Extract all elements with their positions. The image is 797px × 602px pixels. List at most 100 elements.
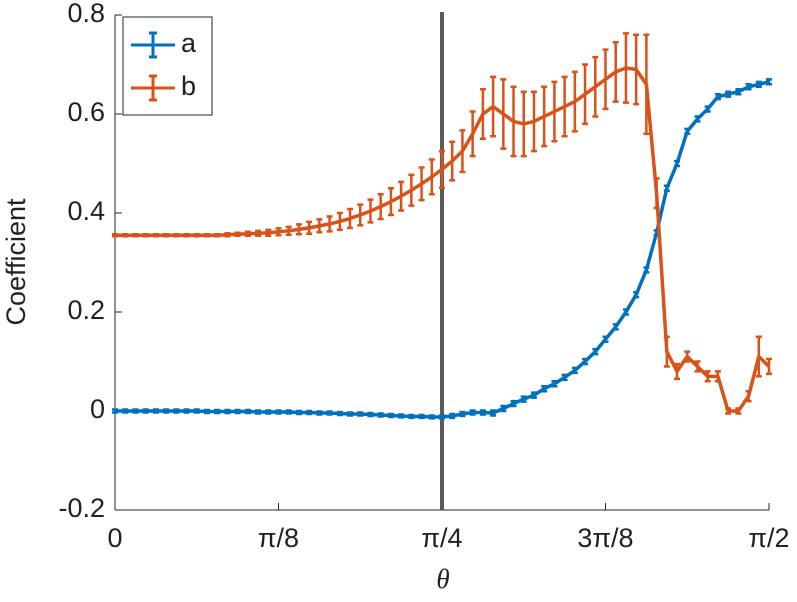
error-bar: [479, 409, 486, 416]
error-bar: [766, 78, 772, 86]
error-bar: [643, 266, 650, 274]
error-bar: [714, 370, 721, 383]
error-bar: [173, 233, 180, 238]
error-bar: [439, 414, 445, 420]
error-bar: [612, 40, 619, 103]
error-bar: [193, 233, 200, 238]
x-tick-label: π/8: [258, 523, 299, 553]
error-bar: [265, 409, 272, 415]
error-bar: [612, 323, 619, 331]
error-bar: [520, 395, 527, 403]
error-bar: [408, 173, 415, 207]
error-bar: [633, 33, 640, 106]
x-tick-label: 3π/8: [577, 523, 633, 553]
error-bar: [490, 75, 497, 138]
y-tick-label: 0: [90, 394, 105, 424]
error-bar: [449, 140, 456, 182]
y-tick-label: 0.8: [67, 0, 105, 28]
series: [112, 32, 772, 415]
error-bar: [347, 411, 354, 417]
y-tick-label: -0.2: [58, 493, 105, 523]
error-bar: [643, 33, 650, 136]
error-bar: [306, 409, 313, 416]
error-bar: [755, 335, 762, 378]
error-bar: [265, 228, 272, 238]
error-bar: [152, 233, 159, 238]
legend-swatch: [131, 31, 175, 59]
error-bar: [755, 80, 762, 89]
error-bar: [714, 92, 721, 101]
error-bar: [347, 207, 354, 230]
error-bar: [592, 55, 599, 118]
error-bar: [132, 233, 139, 238]
error-bar: [316, 218, 323, 234]
error-bar: [551, 80, 558, 143]
error-bar: [725, 407, 732, 415]
error-bar: [725, 90, 732, 98]
error-bar: [439, 149, 445, 190]
error-bar: [582, 63, 589, 126]
error-bar: [214, 408, 221, 415]
error-bar: [224, 408, 231, 415]
error-bar: [674, 159, 681, 168]
error-bar: [653, 177, 660, 210]
error-bar: [500, 78, 507, 150]
error-bar: [735, 88, 742, 96]
error-bar: [326, 215, 333, 233]
error-bar: [357, 203, 364, 227]
error-bar: [142, 233, 149, 238]
error-bar: [234, 231, 241, 238]
error-bar: [520, 90, 527, 158]
error-bar: [684, 127, 691, 136]
error-bar: [295, 223, 302, 236]
error-bar: [234, 408, 241, 415]
error-bar: [449, 412, 456, 420]
error-bar: [510, 399, 517, 408]
error-bar: [398, 413, 405, 419]
error-bar: [336, 410, 343, 417]
error-bar: [275, 227, 282, 237]
error-bar: [704, 105, 711, 113]
error-bar: [490, 409, 497, 417]
legend-label: a: [181, 28, 197, 58]
legend-swatch: [131, 74, 175, 102]
error-bar: [112, 233, 118, 238]
error-bar: [622, 32, 629, 104]
error-bar: [500, 404, 507, 413]
error-bar: [398, 180, 405, 212]
error-bar: [745, 83, 752, 91]
error-bar: [193, 408, 200, 414]
error-bar: [735, 407, 742, 415]
error-bar: [561, 373, 568, 382]
error-bar: [633, 290, 640, 299]
error-bar: [285, 225, 292, 237]
error-bar: [704, 370, 711, 383]
error-bar: [622, 308, 629, 316]
error-bar: [377, 412, 384, 418]
error-bar: [377, 192, 384, 221]
error-bar: [244, 230, 251, 238]
error-bar: [387, 187, 394, 217]
error-bar: [469, 409, 476, 416]
error-bar: [255, 229, 262, 238]
error-bar: [244, 408, 251, 415]
error-bar: [306, 220, 313, 236]
error-bar: [367, 198, 374, 224]
error-bar: [459, 410, 466, 418]
error-bar: [255, 409, 262, 415]
error-bar: [663, 335, 670, 368]
error-bar: [582, 357, 589, 366]
error-bar: [418, 166, 425, 202]
error-bar: [745, 389, 752, 403]
x-axis-label: θ: [436, 564, 449, 594]
error-bar: [428, 414, 435, 420]
error-bar: [387, 412, 394, 419]
error-bar: [112, 408, 118, 414]
error-bar: [183, 408, 190, 414]
error-bar: [479, 88, 486, 140]
error-bar: [694, 360, 701, 373]
error-bar: [602, 48, 609, 111]
error-bar: [367, 411, 374, 418]
error-bar: [541, 385, 548, 393]
legend-box: [122, 16, 213, 116]
